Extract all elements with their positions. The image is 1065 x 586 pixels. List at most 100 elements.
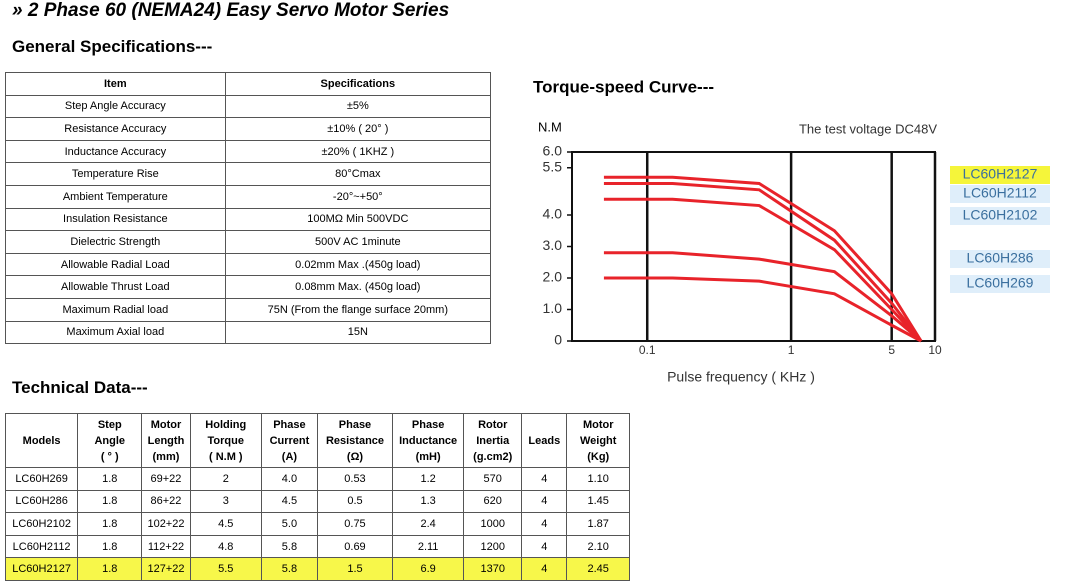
- cell: Dielectric Strength: [5, 230, 226, 254]
- y-tick-label: 2.0: [543, 269, 563, 285]
- cell: Temperature Rise: [5, 162, 226, 186]
- page-title: » 2 Phase 60 (NEMA24) Easy Servo Motor S…: [12, 0, 450, 21]
- cell: 4: [521, 557, 568, 581]
- cell: 2: [189, 467, 262, 491]
- curve: [603, 197, 923, 343]
- header-line: Phase: [273, 418, 306, 431]
- header-cell: Phase Current (A): [260, 413, 318, 468]
- row: Ambient Temperature -20°~+50°: [5, 184, 492, 209]
- cell: ±5%: [224, 94, 492, 119]
- cell: LC60H2102: [4, 512, 79, 536]
- row: LC60H286 1.8 86+22 3 4.5 0.5 1.3 620 4 1.45: [4, 489, 630, 514]
- cell: 1.3: [391, 489, 465, 514]
- cell: LC60H2127: [4, 557, 79, 581]
- header-line: Models: [22, 434, 61, 447]
- cell: 1.5: [316, 557, 394, 581]
- x-tick-label: 10: [928, 343, 942, 357]
- row: Allowable Radial Load 0.02mm Max .(450g l…: [5, 252, 492, 277]
- cell: Allowable Radial Load: [5, 252, 226, 277]
- cell: -20°~+50°: [224, 184, 492, 209]
- header-line: Weight: [579, 434, 617, 447]
- cell: Step Angle Accuracy: [5, 94, 226, 119]
- cell: 1.8: [77, 467, 143, 491]
- cell: ±10% ( 20° ): [224, 117, 492, 141]
- cell: Maximum Axial load: [5, 320, 226, 345]
- header-line: Inductance: [399, 434, 458, 447]
- cell: 570: [463, 467, 523, 491]
- spec-table: Item Specifications Step Angle Accuracy ±5%…: [5, 72, 492, 345]
- cell: LC60H269: [4, 467, 79, 491]
- header-cell: Motor Weight (Kg): [566, 413, 630, 468]
- cell: 3: [189, 489, 262, 514]
- cell: 1000: [463, 512, 523, 536]
- cell: 86+22: [141, 489, 191, 514]
- cell: 1.8: [77, 489, 143, 514]
- row: LC60H269 1.8 69+22 2 4.0 0.53 1.2 570 4 1.10: [4, 467, 630, 491]
- header-line: Current: [269, 434, 310, 447]
- cell: 5.0: [260, 512, 318, 536]
- legend-box: [950, 250, 1050, 268]
- section-heading: Technical Data---: [12, 378, 148, 397]
- cell: Maximum Radial load: [5, 297, 226, 322]
- chart-title: Torque-speed Curve---: [533, 77, 714, 96]
- cell: 127+22: [141, 557, 191, 581]
- header-cell: Phase Resistance (Ω): [316, 413, 394, 468]
- cell: Allowable Thrust Load: [5, 275, 226, 299]
- cell: 5.8: [260, 557, 318, 581]
- cell: 4: [521, 489, 568, 514]
- legend-box: [950, 275, 1050, 293]
- x-tick-label: 1: [788, 343, 795, 357]
- curve: [603, 182, 923, 342]
- y-tick-label: 5.5: [543, 158, 563, 174]
- cell: 1.2: [391, 467, 465, 491]
- cell: 1.45: [566, 489, 630, 514]
- header-line: Motor: [582, 418, 614, 431]
- cell: Ambient Temperature: [5, 184, 226, 209]
- header-line: ( ° ): [100, 450, 119, 463]
- cell: Inductance Accuracy: [5, 139, 226, 164]
- legend-box: [950, 207, 1050, 225]
- y-tick-label: 3.0: [543, 237, 563, 253]
- cell: ±20% ( 1KHZ ): [224, 139, 492, 164]
- legend-label: LC60H2127: [963, 166, 1038, 182]
- cell: 1.8: [77, 512, 143, 536]
- cell: 80°Cmax: [224, 162, 492, 186]
- cell: 2.11: [391, 534, 465, 559]
- row: Resistance Accuracy ±10% ( 20° ): [5, 117, 492, 141]
- cell: 1200: [463, 534, 523, 559]
- cell: 4: [521, 512, 568, 536]
- legend-label: LC60H286: [967, 250, 1034, 266]
- header-cell: Motor Length (mm): [141, 413, 191, 468]
- y-axis-label: N.M: [538, 119, 562, 134]
- y-tick-label: 0: [554, 332, 562, 348]
- cell: 1.8: [77, 557, 143, 581]
- header-cell: Specifications: [224, 72, 492, 96]
- header-row: Models Step Angle ( ° ) Motor Length (mm) Holdi…: [4, 413, 630, 468]
- row: Insulation Resistance 100MΩ Min 500VDC: [5, 207, 492, 232]
- y-tick-label: 1.0: [543, 300, 563, 316]
- cell: 1.87: [566, 512, 630, 536]
- curve: [603, 251, 923, 343]
- cell: Insulation Resistance: [5, 207, 226, 232]
- cell: 4.5: [189, 512, 262, 536]
- row: Allowable Thrust Load 0.08mm Max. (450g l…: [5, 275, 492, 299]
- legend-box: [950, 166, 1050, 184]
- cell: 112+22: [141, 534, 191, 559]
- header-line: Rotor: [478, 418, 508, 431]
- header-line: Holding: [205, 418, 247, 431]
- cell: 75N (From the flange surface 20mm): [224, 297, 492, 322]
- cell: 0.69: [316, 534, 394, 559]
- y-tick-label: 4.0: [543, 206, 563, 222]
- cell: 500V AC 1minute: [224, 230, 492, 254]
- legend-label: LC60H269: [967, 275, 1034, 291]
- header-cell: Step Angle ( ° ): [77, 413, 143, 468]
- row: Dielectric Strength 500V AC 1minute: [5, 230, 492, 254]
- cell: 69+22: [141, 467, 191, 491]
- row: Maximum Radial load 75N (From the flange …: [5, 297, 492, 322]
- header-line: Phase: [338, 418, 372, 431]
- annotation: The test voltage DC48V: [799, 121, 937, 136]
- cell: Resistance Accuracy: [5, 117, 226, 141]
- cell: 5.5: [189, 557, 262, 581]
- header-line: (g.cm2): [473, 450, 513, 463]
